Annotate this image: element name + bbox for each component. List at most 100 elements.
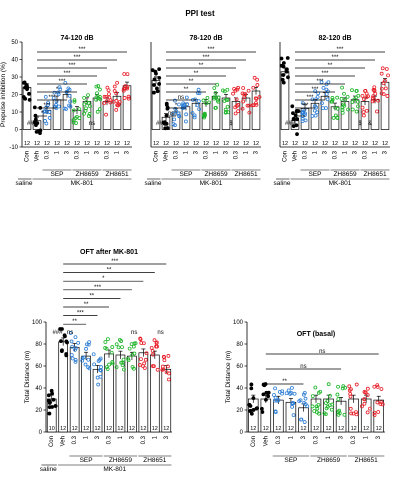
data-point: [245, 103, 250, 108]
data-point: [360, 105, 365, 110]
data-point: [97, 107, 102, 112]
data-point: [88, 104, 92, 109]
n-label: 12: [288, 426, 294, 432]
significance-label: **: [328, 63, 333, 69]
mk801-label: MK-801: [200, 180, 223, 187]
category-label: 1: [343, 150, 349, 154]
data-point: [151, 364, 156, 369]
data-point: [354, 109, 359, 114]
y-tick-label: 100: [233, 320, 244, 326]
data-point: [247, 110, 252, 115]
data-point: [277, 389, 282, 394]
n-label: 12: [114, 141, 120, 147]
data-point: [184, 119, 188, 124]
data-point: [350, 88, 354, 93]
data-point: [225, 104, 230, 109]
data-point: [139, 341, 144, 345]
data-point: [257, 95, 262, 99]
data-point: [285, 56, 290, 60]
n-label: 12: [338, 426, 344, 432]
significance-label: ***: [48, 95, 56, 101]
category-label: Veh: [164, 151, 170, 161]
data-point: [381, 92, 386, 97]
data-point: [297, 399, 302, 404]
significance-label: &: [368, 121, 372, 127]
data-point: [310, 394, 315, 399]
significance-label: ns: [300, 364, 306, 370]
n-label: 10: [49, 426, 55, 432]
data-point: [83, 362, 88, 367]
data-point: [71, 120, 76, 125]
significance-label: ***: [331, 55, 339, 61]
n-label: 12: [163, 141, 169, 147]
data-point: [372, 410, 377, 415]
category-label: 0.3: [351, 435, 357, 444]
data-point: [73, 116, 78, 121]
data-point: [216, 95, 221, 100]
n-label: 12: [64, 141, 70, 147]
data-point: [368, 406, 372, 411]
bar: [161, 368, 172, 433]
significance-label: ###: [285, 121, 296, 127]
data-point: [316, 391, 321, 395]
y-tick-label: 0: [240, 430, 244, 436]
data-point: [62, 106, 67, 111]
data-point: [290, 104, 295, 109]
data-point: [280, 389, 285, 394]
data-point: [87, 340, 92, 345]
data-point: [116, 345, 121, 350]
data-point: [299, 417, 304, 422]
significance-label: ###: [27, 121, 38, 127]
category-label: 0.3: [333, 150, 339, 159]
data-point: [345, 94, 350, 99]
chart-title: OFT after MK-801: [80, 249, 138, 256]
data-point: [173, 106, 178, 111]
data-point: [362, 113, 366, 118]
category-label: Veh: [263, 436, 269, 446]
data-point: [342, 103, 347, 108]
n-label: 12: [300, 426, 306, 432]
data-point: [69, 339, 74, 344]
data-point: [289, 391, 294, 395]
chart-ppi74: 74-120 dB -10 0 10 20 30 40 50 Prepulse inhibiti…: [0, 35, 132, 187]
zh8659-group-label: ZH8659: [204, 171, 228, 178]
data-point: [67, 103, 71, 108]
data-point: [94, 95, 99, 100]
saline-label: saline: [16, 180, 33, 187]
y-tick-label: 100: [32, 320, 43, 326]
data-point: [103, 340, 108, 344]
data-point: [122, 96, 127, 100]
data-point: [167, 377, 171, 382]
bar: [69, 346, 80, 433]
category-label: Veh: [61, 436, 67, 446]
zh8651-group-label: ZH8651: [363, 171, 387, 178]
category-label: 3: [125, 150, 131, 154]
data-point: [281, 61, 286, 65]
data-point: [350, 107, 355, 112]
category-label: 3: [383, 150, 389, 154]
data-point: [383, 86, 388, 91]
data-point: [342, 412, 347, 417]
data-point: [68, 99, 73, 104]
data-point: [25, 83, 29, 88]
n-label: 12: [60, 426, 66, 432]
n-label: 12: [173, 141, 179, 147]
y-tick-label: 0: [39, 430, 43, 436]
category-label: 1: [288, 435, 294, 439]
data-point: [34, 123, 38, 128]
y-tick-label: 20: [11, 93, 18, 99]
data-point: [360, 93, 365, 98]
data-point: [73, 346, 78, 350]
category-label: Con: [25, 151, 31, 162]
data-point: [255, 406, 260, 411]
zh8659-group-label: ZH8659: [75, 171, 99, 178]
significance-label: ***: [63, 71, 71, 77]
data-point: [313, 89, 318, 94]
y-axis-label: Total Distance (m): [24, 351, 31, 403]
data-point: [241, 86, 246, 90]
data-point: [379, 400, 384, 405]
data-point: [247, 402, 252, 407]
y-tick-label: 40: [35, 386, 42, 392]
n-label: 12: [83, 426, 89, 432]
category-label: 0.3: [276, 435, 282, 444]
